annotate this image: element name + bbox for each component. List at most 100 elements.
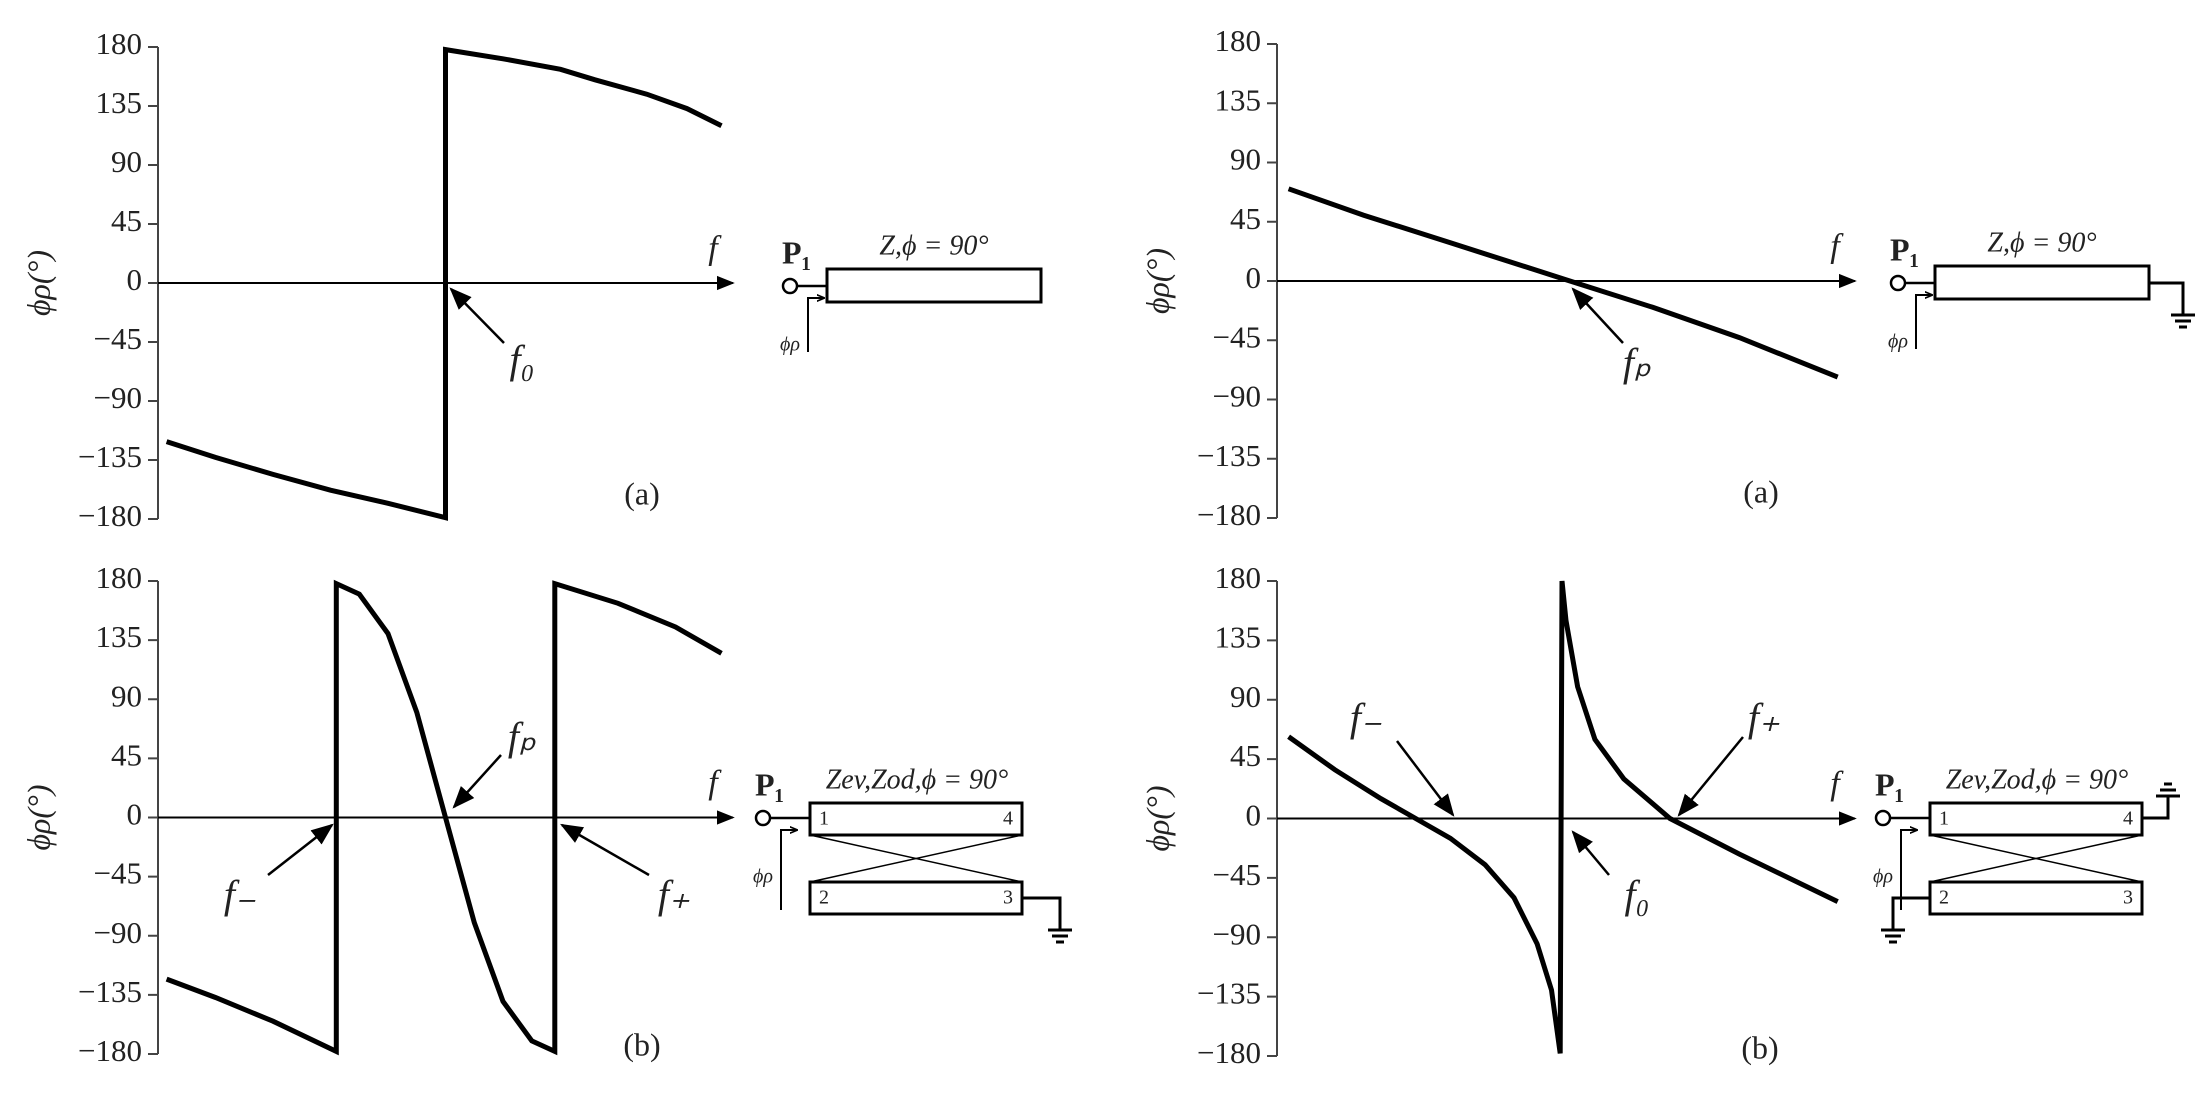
panel-label: (b) [1741, 1029, 1778, 1065]
annotation: f₀ [1624, 872, 1649, 917]
y-tick-label: 135 [96, 619, 143, 654]
y-tick-label: 135 [1215, 82, 1262, 117]
data-line [165, 579, 723, 1056]
y-tick-label: 180 [96, 560, 143, 595]
y-tick-label: 90 [111, 144, 142, 179]
schematic: P₁ ϕρ Z,ϕ = 90° [1888, 227, 2195, 353]
port-number: 3 [2123, 887, 2133, 909]
y-axis-label: ϕρ(°) [20, 784, 56, 850]
schematic: P₁ ϕρ Zev,Zod,ϕ = 90° 1 4 2 3 [753, 764, 1072, 944]
x-axis-label: f [1830, 228, 1844, 265]
coupled-line-top [1928, 801, 2144, 837]
y-tick-label: 180 [1215, 560, 1262, 595]
y-tick-label: 0 [127, 262, 143, 297]
ground-wire [2149, 281, 2185, 315]
y-tick-label: 135 [1215, 619, 1262, 654]
y-tick-label: −45 [94, 321, 142, 356]
line-label: Z,ϕ = 90° [879, 230, 988, 261]
annotation-arrow [452, 754, 502, 809]
annotation-arrow [1571, 287, 1624, 344]
phase-arrow [780, 830, 797, 910]
annotation: f₋ [224, 872, 256, 917]
annotation: f₀ [509, 337, 534, 382]
transmission-line [1933, 264, 2151, 301]
annotation: fₚ [1623, 340, 1651, 385]
y-axis-label: ϕρ(°) [1139, 248, 1175, 314]
port-terminal [754, 809, 772, 827]
y-tick-label: −135 [1197, 976, 1261, 1011]
annotation-arrow [1396, 740, 1455, 817]
y-tick-label: −135 [78, 439, 142, 474]
ground-wire [1891, 896, 1930, 930]
y-tick-label: 90 [111, 678, 142, 713]
port-label: P₁ [782, 234, 811, 270]
phase-arrow [1915, 295, 1932, 349]
coupling [1929, 834, 2143, 883]
coupled-line-bottom [808, 880, 1024, 916]
schematic: P₁ ϕρ Z,ϕ = 90° [780, 230, 1043, 356]
y-tick-label: 45 [111, 737, 142, 772]
y-tick-label: −180 [78, 1033, 142, 1068]
y-tick-label: 180 [1215, 23, 1262, 58]
y-tick-label: 0 [1246, 260, 1262, 295]
coupled-line-top [808, 801, 1024, 837]
y-tick-label: −90 [94, 915, 142, 950]
coupled-line-bottom [1928, 880, 2144, 916]
phase-label: ϕρ [780, 334, 800, 356]
y-tick-label: 135 [96, 85, 143, 120]
annotation: fₚ [508, 714, 536, 759]
y-axis-label: ϕρ(°) [1139, 785, 1175, 851]
port-number: 4 [2123, 808, 2133, 830]
port-terminal [781, 277, 799, 295]
panel-label: (b) [623, 1026, 660, 1062]
y-tick-label: 0 [1246, 798, 1262, 833]
y-tick-label: −180 [78, 498, 142, 533]
line-label: Z,ϕ = 90° [1987, 227, 2096, 258]
panel-label: (a) [1743, 473, 1779, 509]
data-line [165, 46, 723, 521]
y-tick-label: 45 [1230, 738, 1261, 773]
y-tick-label: −90 [1213, 379, 1261, 414]
annotation: f₋ [1350, 695, 1382, 740]
port-number: 2 [819, 887, 829, 909]
y-tick-label: −45 [94, 856, 142, 891]
annotation-arrow [449, 287, 505, 344]
panel-label: (a) [624, 475, 660, 511]
annotation-arrow [1571, 830, 1610, 876]
y-tick-label: −90 [1213, 916, 1261, 951]
y-tick-label: −180 [1197, 1035, 1261, 1070]
annotation-arrow [1677, 736, 1744, 817]
transmission-line [825, 267, 1043, 304]
phase-label: ϕρ [1873, 866, 1893, 888]
annotation: f₊ [1748, 695, 1780, 740]
data-line [1287, 580, 1839, 1054]
y-tick-label: −90 [94, 380, 142, 415]
port-number: 2 [1939, 887, 1949, 909]
x-axis-label: f [708, 230, 722, 267]
phase-arrow [1900, 830, 1917, 910]
y-tick-label: 45 [111, 203, 142, 238]
port-number: 1 [1939, 808, 1949, 830]
y-axis-label: ϕρ(°) [20, 250, 56, 316]
y-tick-label: 90 [1230, 679, 1261, 714]
data-line [1287, 186, 1839, 380]
ground-wire [1022, 896, 1062, 930]
coupling [809, 834, 1023, 883]
y-tick-label: −180 [1197, 497, 1261, 532]
port-terminal [1889, 274, 1907, 292]
y-tick-label: 0 [127, 797, 143, 832]
port-number: 1 [819, 808, 829, 830]
port-label: P₁ [755, 766, 784, 802]
annotation-arrow [560, 823, 650, 877]
schematic: P₁ ϕρ Zev,Zod,ϕ = 90° 1 4 2 3 [1873, 764, 2180, 944]
port-label: P₁ [1890, 231, 1919, 267]
port-number: 4 [1003, 808, 1013, 830]
port-number: 3 [1003, 887, 1013, 909]
y-tick-label: −135 [1197, 438, 1261, 473]
phase-arrow [807, 298, 824, 352]
phase-label: ϕρ [753, 866, 773, 888]
annotation: f₊ [658, 872, 690, 917]
y-tick-label: −45 [1213, 319, 1261, 354]
